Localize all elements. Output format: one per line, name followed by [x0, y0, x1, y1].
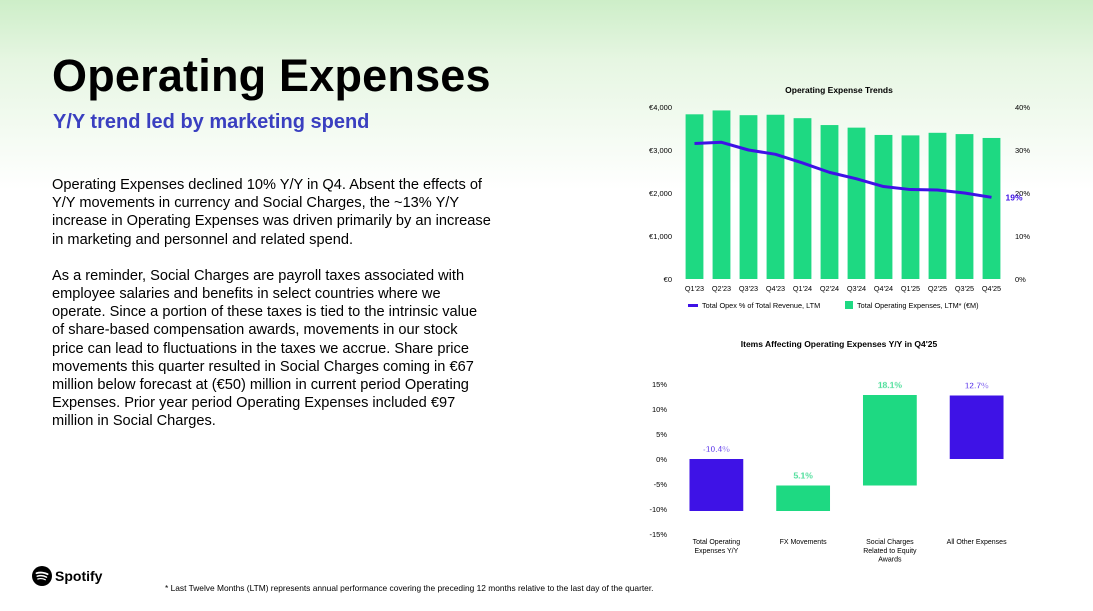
y-axis-tick-label: -15% — [649, 530, 667, 539]
spotify-brand: Spotify — [32, 566, 102, 586]
x-axis-tick-label: Q4'24 — [874, 284, 893, 293]
x-axis-tick-label: Q4'23 — [766, 284, 785, 293]
opex-items-y-axis: 15% 10% 5% 0% -5% -10% -15% — [649, 380, 667, 539]
opex-ltm-bar — [874, 134, 893, 279]
left-axis-tick-label: €1,000 — [649, 232, 672, 241]
opex-trends-bars — [685, 110, 1001, 280]
x-axis-tick-label: Q1'23 — [685, 284, 704, 293]
opex-trends-chart: Operating Expense Trends €0€1,000€2,000€… — [649, 85, 1030, 310]
right-axis-tick-label: 30% — [1015, 146, 1030, 155]
opex-ltm-bar — [901, 135, 920, 279]
x-axis-tick-label: Q2'24 — [820, 284, 839, 293]
y-axis-tick-label: -5% — [654, 480, 668, 489]
opex-items-chart: Items Affecting Operating Expenses Y/Y i… — [649, 339, 1007, 564]
right-axis-tick-label: 10% — [1015, 232, 1030, 241]
waterfall-value-label: 5.1% — [793, 471, 813, 481]
paragraph-opex-decline: Operating Expenses declined 10% Y/Y in Q… — [52, 177, 491, 248]
body-text: Operating Expenses declined 10% Y/Y in Q… — [52, 176, 492, 449]
spotify-logo-icon — [32, 566, 52, 586]
waterfall-bar — [949, 395, 1004, 459]
right-axis-tick-label: 40% — [1015, 103, 1030, 112]
legend-bar-swatch — [845, 301, 853, 309]
waterfall-value-label: 12.7% — [965, 381, 990, 391]
opex-ltm-bar — [928, 132, 947, 279]
legend-bar-label: Total Operating Expenses, LTM* (€M) — [857, 301, 979, 310]
x-axis-category-label: Social Charges Related to Equity Awards — [863, 539, 917, 564]
legend-line-swatch — [688, 304, 698, 307]
opex-trends-line-series: 19% — [694, 140, 1023, 202]
opex-items-title: Items Affecting Operating Expenses Y/Y i… — [741, 339, 938, 349]
line-end-label: 19% — [1006, 192, 1023, 202]
y-axis-tick-label: -10% — [649, 505, 667, 514]
x-axis-tick-label: Q2'25 — [928, 284, 947, 293]
legend-line-label: Total Opex % of Total Revenue, LTM — [702, 301, 820, 310]
footnote: * Last Twelve Months (LTM) represents an… — [165, 583, 654, 593]
paragraph-social-charges: As a reminder, Social Charges are payrol… — [52, 267, 478, 430]
y-axis-tick-label: 0% — [656, 455, 667, 464]
opex-ltm-bar — [955, 134, 974, 279]
opex-trends-legend: Total Opex % of Total Revenue, LTM Total … — [688, 301, 979, 310]
opex-trends-left-axis: €0 €1,000 €2,000 €3,000 €4,000 — [649, 103, 672, 284]
right-axis-tick-label: 20% — [1015, 189, 1030, 198]
opex-ltm-bar — [739, 115, 758, 279]
opex-ltm-bar — [685, 114, 704, 279]
waterfall-bar — [776, 485, 831, 511]
x-axis-category-label: All Other Expenses — [947, 539, 1007, 546]
x-axis-category-label: FX Movements — [780, 539, 828, 546]
opex-pct-revenue-line — [694, 140, 992, 199]
left-axis-tick-label: €2,000 — [649, 189, 672, 198]
x-axis-tick-label: Q2'23 — [712, 284, 731, 293]
y-axis-tick-label: 5% — [656, 430, 667, 439]
x-axis-category-label: Total Operating Expenses Y/Y — [693, 539, 741, 555]
opex-trends-x-axis: Q1'23 Q2'23 Q3'23 Q4'23 Q1'24 Q2'24 Q3'24 Q4'24… — [685, 284, 1001, 293]
right-axis-tick-label: 0% — [1015, 275, 1026, 284]
waterfall-bar — [862, 395, 917, 486]
waterfall-bar — [689, 459, 744, 511]
x-axis-tick-label: Q3'23 — [739, 284, 758, 293]
opex-ltm-bar — [766, 114, 785, 280]
y-axis-tick-label: 15% — [652, 380, 667, 389]
opex-ltm-bar — [982, 137, 1001, 279]
x-axis-tick-label: Q3'24 — [847, 284, 866, 293]
waterfall-value-label: -10.4% — [703, 444, 730, 454]
x-axis-tick-label: Q1'25 — [901, 284, 920, 293]
left-axis-tick-label: €0 — [664, 275, 672, 284]
x-axis-tick-label: Q1'24 — [793, 284, 812, 293]
page-subtitle: Y/Y trend led by marketing spend — [53, 111, 370, 133]
x-axis-tick-label: Q3'25 — [955, 284, 974, 293]
waterfall-value-label: 18.1% — [878, 380, 903, 390]
left-axis-tick-label: €3,000 — [649, 146, 672, 155]
opex-items-x-axis: Total Operating Expenses Y/Y FX Movements S… — [693, 539, 1007, 564]
opex-trends-title: Operating Expense Trends — [785, 85, 893, 95]
opex-ltm-bar — [847, 127, 866, 279]
opex-trends-right-axis: 0% 10% 20% 30% 40% — [1015, 103, 1030, 284]
opex-ltm-bar — [820, 125, 839, 279]
y-axis-tick-label: 10% — [652, 405, 667, 414]
page-title: Operating Expenses — [52, 50, 491, 101]
opex-items-bars: -10.4% 5.1% 18.1% 12.7% — [689, 380, 1004, 511]
opex-ltm-bar — [712, 110, 731, 279]
brand-name: Spotify — [55, 568, 103, 584]
left-axis-tick-label: €4,000 — [649, 103, 672, 112]
x-axis-tick-label: Q4'25 — [982, 284, 1001, 293]
opex-ltm-bar — [793, 118, 812, 280]
